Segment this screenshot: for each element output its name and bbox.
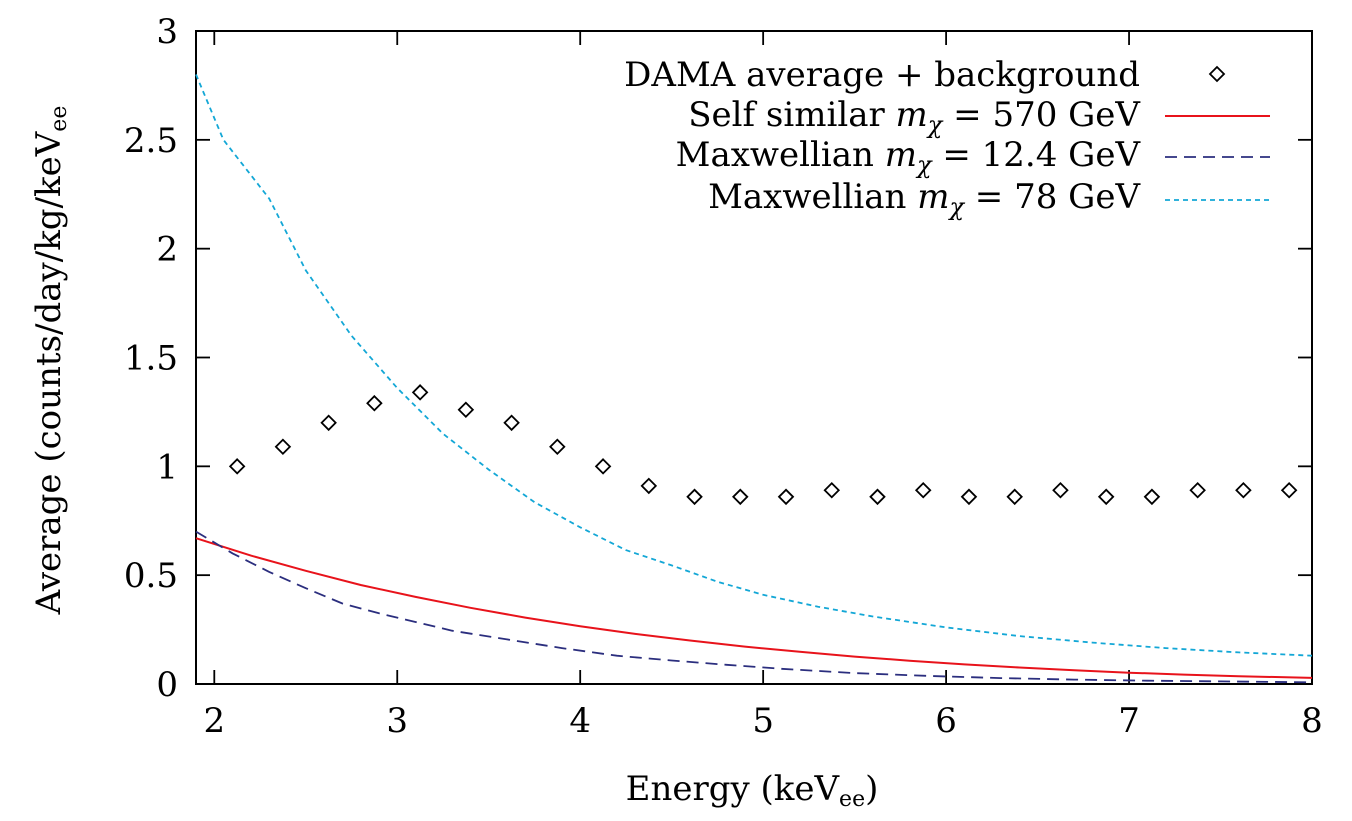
x-tick-label: 3 [386,701,408,741]
dama-data-point [1280,482,1298,499]
legend-entry-maxwellian-12: Maxwellian mχ = 12.4 GeV [676,135,1270,179]
legend-entry-self-similar: Self similar mχ = 570 GeV [688,95,1270,139]
y-tick-label: 2 [156,230,178,270]
series-points [228,384,1298,506]
legend-label-maxwellian-12: Maxwellian mχ = 12.4 GeV [676,135,1142,179]
y-tick-label: 0.5 [124,556,178,596]
dama-data-point [411,384,429,401]
y-tick-label: 3 [156,12,178,52]
dama-data-point [1235,482,1252,499]
series-line-maxwellian-78 [195,74,1313,657]
x-axis-title: Energy (keVee) [626,769,879,812]
dama-data-point [686,488,703,506]
y-tick-label: 1 [156,447,178,487]
axis-ticks [196,30,1313,685]
dama-data-point [457,401,475,419]
x-tick-label: 2 [203,701,225,741]
x-tick-label: 6 [935,701,957,741]
dama-data-point [777,488,795,506]
dama-data-point [1052,482,1069,499]
dama-data-point [1143,488,1161,506]
legend-label-maxwellian-78: Maxwellian mχ = 78 GeV [708,177,1141,221]
legend-marker-dama [1208,65,1226,83]
y-tick-label: 1.5 [124,339,178,379]
series-lines [195,74,1313,684]
legend-label-self-similar: Self similar mχ = 570 GeV [688,95,1141,139]
dama-data-point [960,488,978,506]
x-tick-label: 4 [569,701,591,741]
dama-data-point [640,477,658,495]
dama-data-point [914,482,932,499]
dama-data-point [594,458,612,475]
series-line-self-similar [195,537,1313,679]
y-axis-title: Average (counts/day/kg/keVee [29,106,72,616]
dama-data-point [549,438,566,456]
y-tick-label: 0 [156,665,178,705]
x-tick-label: 7 [1118,701,1140,741]
legend: DAMA average + background Self similar m… [624,55,1270,221]
series-line-maxwellian-12 [195,530,1313,684]
y-tick-label: 2.5 [124,121,178,161]
legend-entry-dama: DAMA average + background [624,55,1226,95]
dama-data-point [366,394,383,412]
x-tick-label: 8 [1301,701,1323,741]
y-tick-labels: 0 0.5 1 1.5 2 2.5 3 [124,12,178,705]
x-tick-labels: 2 3 4 5 6 7 8 [203,701,1322,741]
legend-entry-maxwellian-78: Maxwellian mχ = 78 GeV [708,177,1270,221]
dama-data-point [823,482,841,499]
dama-data-point [228,458,246,475]
dama-data-point [732,488,749,506]
dama-data-point [320,414,337,432]
x-tick-label: 5 [752,701,774,741]
dama-data-point [1097,488,1115,506]
legend-label-dama: DAMA average + background [624,55,1140,95]
dama-data-point [274,438,292,456]
dama-data-point [503,414,520,432]
dama-data-point [869,488,886,506]
dama-data-point [1006,488,1023,506]
dama-data-point [1189,482,1206,499]
